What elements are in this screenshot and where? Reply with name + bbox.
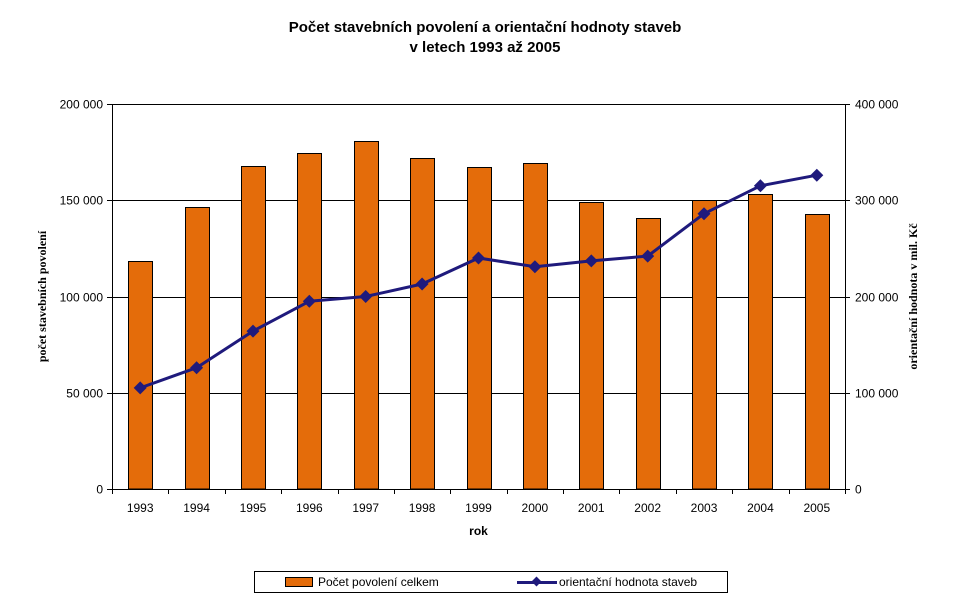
y-tick-label-left: 50 000 — [66, 387, 103, 401]
legend: Počet povolení celkem orientační hodnota… — [254, 571, 728, 593]
x-tick-label-2002: 2002 — [634, 501, 661, 515]
bar-2003 — [692, 200, 717, 490]
bar-1999 — [467, 167, 492, 490]
x-tick-label-1996: 1996 — [296, 501, 323, 515]
x-tick-label-1998: 1998 — [409, 501, 436, 515]
bar-1993 — [128, 261, 153, 490]
chart-title-line-1: Počet stavebních povolení a orientační h… — [288, 19, 682, 36]
x-tick-label-2003: 2003 — [691, 501, 718, 515]
legend-item-line: orientační hodnota staveb — [517, 572, 697, 592]
line-marker-1998 — [415, 277, 429, 291]
legend-item-bars: Počet povolení celkem — [285, 572, 439, 592]
x-tick-label-2000: 2000 — [522, 501, 549, 515]
bar-1994 — [185, 207, 210, 490]
y-axis-title-left: počet stavebních povolení — [35, 230, 49, 362]
legend-label-line: orientační hodnota staveb — [559, 575, 698, 589]
y-tick-label-right: 200 000 — [855, 291, 899, 305]
y-tick-label-right: 100 000 — [855, 387, 899, 401]
y-axis-title-right: orientační hodnota v mil. Kč — [906, 223, 920, 370]
y-tick-label-right: 300 000 — [855, 194, 899, 208]
line-marker-1999 — [472, 251, 485, 265]
legend-line-swatch — [517, 577, 557, 587]
x-tick-label-1993: 1993 — [127, 501, 154, 515]
x-tick-label-2001: 2001 — [578, 501, 605, 515]
legend-bar-swatch — [285, 577, 313, 587]
bar-2000 — [523, 163, 548, 490]
y-tick-label-left: 0 — [96, 483, 103, 497]
line-marker-2005 — [810, 168, 824, 182]
x-tick-label-1994: 1994 — [183, 501, 210, 515]
y-tick-label-left: 150 000 — [60, 194, 104, 208]
x-tick-label-2005: 2005 — [803, 501, 830, 515]
y-tick-label-right: 0 — [855, 483, 862, 497]
bar-2005 — [805, 214, 830, 490]
line-marker-2002 — [641, 249, 655, 263]
bar-2001 — [579, 202, 604, 490]
y-tick-label-left: 100 000 — [60, 291, 104, 305]
x-tick-label-2004: 2004 — [747, 501, 774, 515]
bar-2004 — [748, 194, 773, 490]
bar-1997 — [354, 141, 379, 490]
x-tick-label-1997: 1997 — [352, 501, 379, 515]
chart-title: Počet stavebních povolení a orientační h… — [0, 18, 970, 58]
bar-2002 — [636, 218, 661, 490]
x-axis-title: rok — [469, 524, 488, 538]
x-tick-label-1999: 1999 — [465, 501, 492, 515]
line-marker-2003 — [697, 207, 711, 221]
line-marker-1996 — [302, 294, 316, 308]
line-marker-2000 — [528, 260, 542, 274]
line-marker-1997 — [359, 290, 373, 303]
x-tick-label-1995: 1995 — [240, 501, 267, 515]
legend-label-bars: Počet povolení celkem — [318, 575, 439, 589]
bar-1998 — [410, 158, 435, 490]
line-marker-1993 — [133, 381, 147, 395]
line-marker-1995 — [246, 324, 260, 338]
y-tick-label-right: 400 000 — [855, 98, 899, 112]
line-marker-2004 — [753, 179, 767, 193]
line-marker-2001 — [584, 254, 598, 268]
bar-1996 — [297, 153, 322, 490]
chart-title-line-2: v letech 1993 až 2005 — [409, 39, 561, 56]
line-marker-1994 — [190, 361, 204, 375]
y-tick-label-left: 200 000 — [60, 98, 104, 112]
